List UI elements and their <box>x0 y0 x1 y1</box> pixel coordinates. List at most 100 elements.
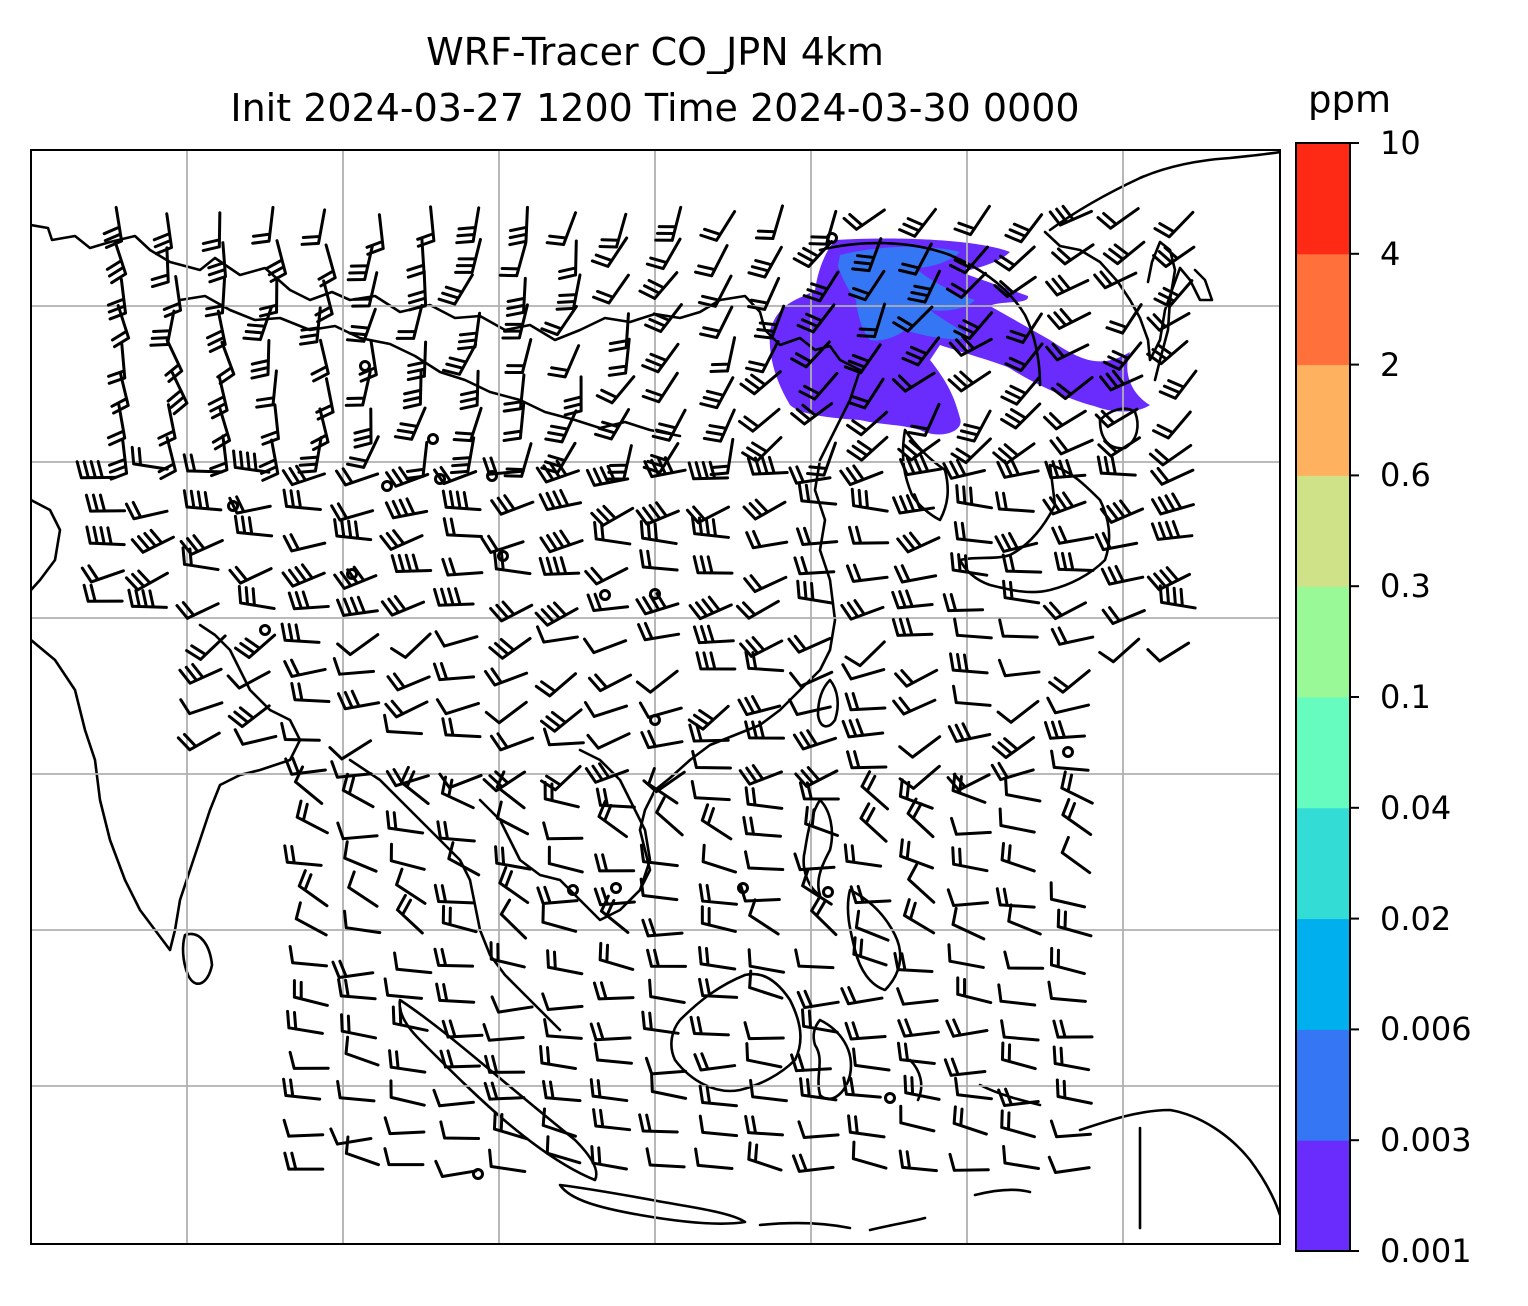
colorbar-segment <box>1296 143 1350 255</box>
wind-barb <box>384 699 429 719</box>
wind-barb <box>902 898 936 935</box>
wind-barb <box>502 373 526 413</box>
wind-barb <box>852 1047 891 1072</box>
wind-barb <box>698 945 737 971</box>
wind-barb <box>693 1052 737 1072</box>
wind-barb <box>1049 946 1086 976</box>
wind-barb <box>395 893 424 935</box>
wind-barb <box>635 669 679 694</box>
wind-barb <box>687 704 730 731</box>
wind-barb <box>1146 641 1191 663</box>
coastline-vietnam <box>638 788 657 892</box>
wind-barb <box>433 587 475 607</box>
wind-barb <box>258 438 280 482</box>
wind-barb <box>593 521 632 546</box>
wind-barb <box>336 821 379 841</box>
wind-barb <box>650 1073 688 1100</box>
wind-barb <box>1052 1019 1094 1039</box>
wind-barb <box>582 637 628 655</box>
wind-barb <box>589 1078 629 1103</box>
wind-barb <box>315 377 335 421</box>
wind-barb <box>992 442 1036 466</box>
wind-barb <box>896 531 941 554</box>
wind-barb <box>587 673 633 693</box>
wind-barb <box>754 204 785 241</box>
wind-barb <box>384 497 429 520</box>
wind-barb <box>738 764 783 786</box>
wind-barb <box>793 852 836 872</box>
wind-barb <box>483 1081 526 1101</box>
wind-barb <box>898 735 942 759</box>
wind-barb <box>185 634 227 661</box>
wind-barb <box>344 1035 380 1067</box>
wind-barb <box>997 983 1037 1007</box>
wind-barb <box>85 525 126 547</box>
wind-barb <box>182 453 224 474</box>
wind-barb <box>694 1147 734 1170</box>
wind-barb <box>386 672 431 692</box>
wind-barb <box>282 488 322 512</box>
wind-barb <box>741 436 783 463</box>
wind-barb <box>893 951 934 973</box>
wind-barb <box>744 786 784 810</box>
wind-barb <box>178 662 223 685</box>
wind-barb <box>1055 1078 1093 1105</box>
wind-barb <box>709 336 737 373</box>
wind-barb <box>1099 499 1145 524</box>
wind-barb <box>1105 303 1143 335</box>
wind-barb <box>539 529 584 554</box>
wind-barb <box>635 501 680 526</box>
wind-barb <box>893 564 938 584</box>
wind-barb <box>345 307 377 343</box>
wind-barb <box>1045 342 1090 362</box>
wind-barb <box>1000 841 1036 873</box>
wind-barb <box>942 458 986 480</box>
gridlines <box>31 150 1280 1244</box>
wind-barb <box>788 465 832 485</box>
wind-barb <box>505 276 527 317</box>
wind-barb <box>1051 243 1095 266</box>
wind-barb <box>234 633 277 660</box>
wind-barb <box>1100 564 1145 586</box>
wind-barb <box>1002 1145 1040 1171</box>
colorbar-segment <box>1296 918 1350 1030</box>
wind-barb <box>1158 584 1197 610</box>
wind-barb <box>228 565 273 585</box>
wind-barb <box>484 1054 526 1074</box>
wind-barb <box>694 244 729 278</box>
wind-barb <box>563 375 583 417</box>
wind-barb <box>894 668 939 688</box>
wind-barb <box>346 244 374 282</box>
wind-barb <box>849 884 892 905</box>
wind-barb <box>993 245 1036 272</box>
wind-barb <box>300 208 327 246</box>
wind-barb <box>347 870 379 908</box>
wind-barb <box>1050 626 1095 646</box>
wind-barb <box>543 780 580 809</box>
wind-barb <box>796 303 836 334</box>
wind-barb <box>1000 1041 1037 1071</box>
coastline-new-guinea <box>1078 1108 1280 1217</box>
wind-barb <box>534 601 579 627</box>
wind-barb <box>541 1107 577 1138</box>
wind-barb <box>502 402 526 443</box>
wind-barb <box>226 670 271 690</box>
wind-barb <box>1001 553 1043 574</box>
wind-barb <box>295 799 329 835</box>
wind-barb <box>406 236 426 279</box>
wind-barb <box>216 340 236 386</box>
wind-calm-marker <box>427 433 439 445</box>
wind-barb <box>1046 696 1090 715</box>
wind-barb <box>330 502 375 522</box>
wind-barb <box>102 205 124 250</box>
wind-barb <box>846 435 889 462</box>
wind-barb <box>488 1148 527 1173</box>
wind-barb <box>800 1008 839 1034</box>
wind-barb <box>850 487 889 513</box>
wind-barb <box>335 467 380 487</box>
wind-barb <box>1005 312 1043 344</box>
wind-barb <box>379 529 424 551</box>
wind-barb <box>152 212 174 256</box>
wind-barb <box>538 556 581 576</box>
wind-barb <box>281 563 326 588</box>
